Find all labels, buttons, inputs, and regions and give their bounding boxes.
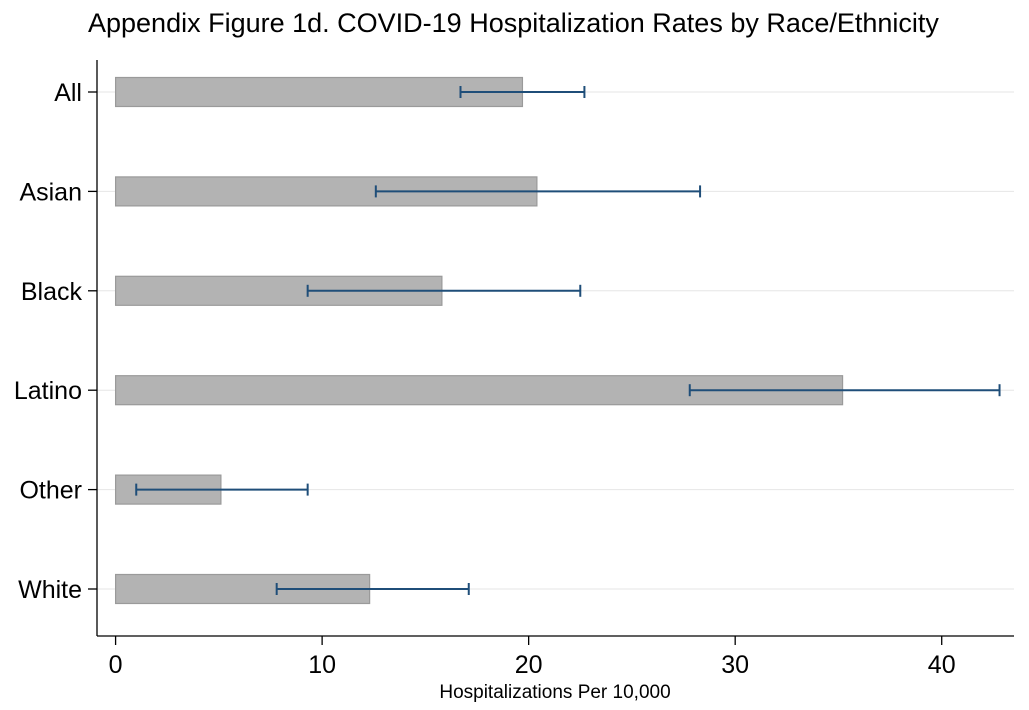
y-tick-label-white: White (18, 576, 82, 604)
gridlines (97, 91, 1014, 590)
y-tick-label-all: All (54, 79, 82, 107)
chart-title: Appendix Figure 1d. COVID-19 Hospitaliza… (88, 8, 939, 38)
y-tick-label-asian: Asian (19, 178, 82, 206)
error-bars (135, 86, 1001, 595)
x-axis-title: Hospitalizations Per 10,000 (439, 682, 670, 703)
error-bar-asian (374, 185, 702, 198)
y-ticks: All Asian Black Latino Other White (14, 79, 97, 604)
x-tick-label-40: 40 (928, 651, 956, 679)
axes (96, 60, 1014, 637)
x-ticks: 0 10 20 30 40 (109, 636, 956, 679)
error-bar-all (459, 86, 586, 98)
x-tick-label-0: 0 (109, 651, 123, 679)
x-tick-label-20: 20 (515, 651, 543, 679)
bars (114, 76, 844, 605)
error-bar-white (275, 583, 470, 595)
x-tick-label-30: 30 (721, 651, 749, 679)
bar-all (114, 76, 524, 108)
y-tick-label-black: Black (21, 278, 83, 306)
error-bar-other (135, 483, 309, 496)
error-bar-black (306, 284, 582, 297)
y-tick-label-latino: Latino (14, 377, 82, 405)
error-bar-latino (688, 384, 1001, 397)
y-tick-label-other: Other (19, 477, 82, 505)
x-tick-label-10: 10 (308, 651, 336, 679)
